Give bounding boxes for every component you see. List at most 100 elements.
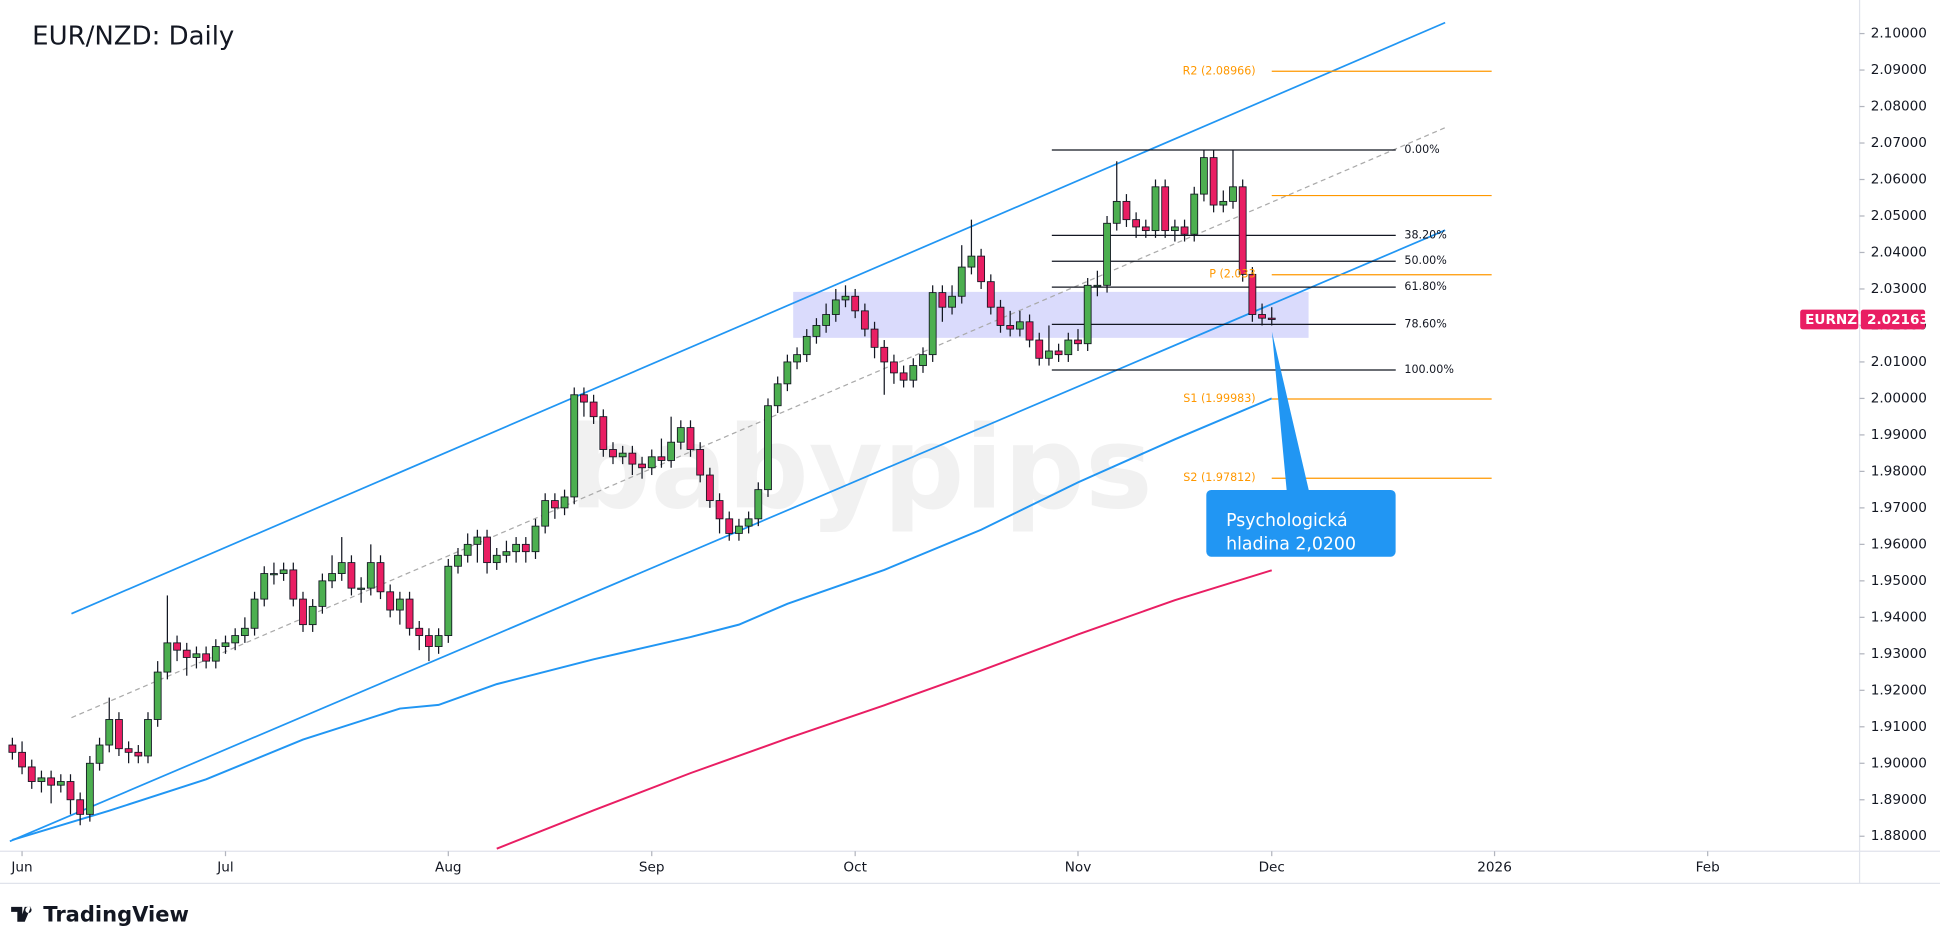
candle-body [1190, 193, 1199, 235]
candle-body [793, 354, 801, 363]
candle-body [37, 777, 46, 782]
x-tick-label: Nov [1065, 859, 1092, 875]
candle-body [85, 762, 94, 815]
y-tick-label: 2.07000 [1871, 135, 1927, 151]
candle-body [550, 500, 559, 509]
callout-text: Psychologická [1226, 511, 1348, 531]
brand-name: TradingView [43, 902, 189, 927]
candle-body [715, 500, 724, 520]
y-tick-label: 1.96000 [1871, 536, 1927, 552]
candle-body [647, 456, 656, 469]
candle-body [948, 295, 956, 308]
candle-body [1209, 157, 1218, 206]
y-tick-label: 2.08000 [1871, 99, 1927, 115]
candle-body [676, 427, 685, 443]
callout-text: hladina 2,0200 [1226, 534, 1356, 554]
candle-body [996, 306, 1005, 326]
candle-body [347, 562, 356, 589]
candle-body [860, 310, 869, 330]
candle-body [1006, 325, 1015, 330]
brand-logo [11, 906, 32, 922]
candle-body [1054, 350, 1063, 356]
candle-body [851, 295, 860, 312]
y-tick-label: 1.99000 [1871, 427, 1927, 443]
candle-body [686, 427, 695, 450]
candle-body [1151, 186, 1160, 232]
fib-label: 78.60% [1404, 317, 1446, 330]
candle-body [299, 598, 307, 626]
x-tick-label: 2026 [1477, 859, 1512, 875]
candle-body [570, 394, 579, 498]
candle-body [115, 719, 123, 750]
candle-body [589, 401, 598, 418]
candle-body [977, 255, 986, 283]
candle-body [1267, 317, 1276, 320]
axes: 2.10000 2.09000 2.08000 2.07000 2.06000 2.050… [10, 26, 1927, 876]
candle-body [357, 587, 366, 590]
candle-body [909, 365, 918, 381]
candle-body [1141, 226, 1150, 232]
candle-body [473, 536, 482, 545]
candle-body [492, 554, 501, 564]
fib-label: 100.00% [1404, 363, 1454, 376]
price-label: 2.02163 [1867, 312, 1929, 328]
candle-body [1074, 339, 1082, 345]
candle-body [928, 292, 937, 356]
candle-body [425, 635, 433, 647]
x-tick-label: Jun [10, 859, 32, 875]
candle-body [580, 394, 588, 403]
candle-body [182, 649, 191, 658]
candle-body [444, 565, 453, 637]
candle-body [725, 518, 734, 534]
candle-body [337, 562, 346, 574]
support-zone [793, 291, 1309, 338]
pivot-label: S1 (1.99983) [1183, 392, 1255, 405]
candle-body [231, 635, 240, 644]
candle-body [609, 449, 617, 458]
candle-body [890, 361, 898, 374]
candle-body [618, 452, 627, 458]
candle-body [502, 551, 511, 556]
y-tick-label: 2.03000 [1871, 281, 1927, 297]
y-tick-label: 1.95000 [1871, 573, 1927, 589]
candle-body [211, 646, 220, 662]
candle-body [434, 635, 443, 647]
candle-body [1170, 226, 1179, 232]
candle-body [240, 627, 249, 637]
candle-body [328, 573, 336, 582]
candle-body [56, 781, 65, 786]
x-tick-label: Jul [216, 859, 233, 875]
pivot-label: R2 (2.08966) [1183, 64, 1256, 77]
candle-body [76, 799, 85, 815]
x-tick-label: Feb [1696, 859, 1720, 875]
candle-body [667, 441, 676, 461]
y-tick-label: 1.93000 [1871, 646, 1927, 662]
y-tick-label: 2.00000 [1871, 390, 1927, 406]
moving-average [496, 569, 1273, 850]
x-tick-label: Sep [639, 859, 665, 875]
candle-body [696, 449, 705, 476]
candle-body [270, 573, 278, 576]
candle-body [957, 266, 966, 297]
y-tick-label: 1.98000 [1871, 463, 1927, 479]
candle-body [318, 580, 327, 607]
candle-body [812, 325, 821, 337]
y-tick-label: 2.05000 [1871, 208, 1927, 224]
candle-body [47, 777, 56, 786]
candle-body [1064, 339, 1073, 356]
candle-body [919, 354, 927, 367]
candle-body [986, 281, 995, 308]
candle-body [134, 751, 143, 757]
candle-body [18, 751, 26, 768]
candle-body [66, 781, 75, 801]
candle-body [1161, 186, 1170, 232]
candle-body [395, 598, 404, 611]
y-tick-label: 1.90000 [1871, 755, 1927, 771]
candle-body [1229, 186, 1237, 202]
candle-body [454, 554, 462, 567]
candle-body [124, 748, 133, 753]
plot-area [8, 21, 1492, 850]
trend-line [71, 21, 1446, 615]
